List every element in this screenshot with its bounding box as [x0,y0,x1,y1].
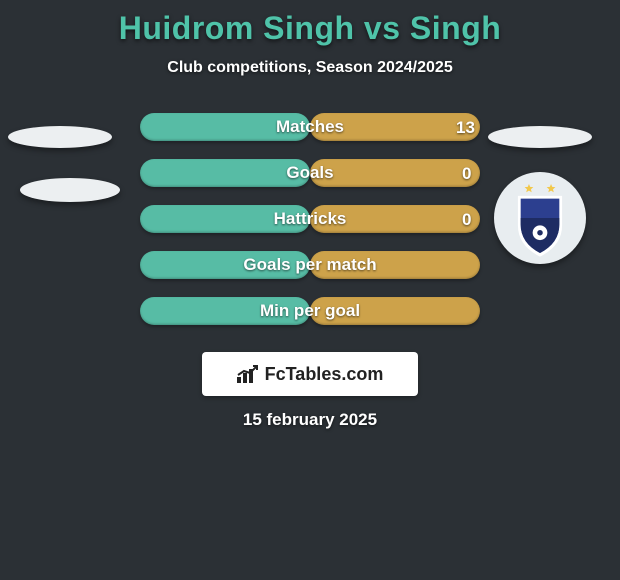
page-title: Huidrom Singh vs Singh [0,0,620,47]
brand-label: FcTables.com [265,364,384,385]
stat-value-right: 13 [456,118,475,138]
brand-chart-icon [237,365,259,383]
stat-row: Min per goal [0,297,620,325]
stat-value-right: 0 [462,210,471,230]
stat-value-right: 0 [462,164,471,184]
stat-row: Goals per match [0,251,620,279]
stat-label: Hattricks [274,209,347,229]
brand-box: FcTables.com [202,352,418,396]
stat-label: Goals per match [243,255,376,275]
stat-label: Min per goal [260,301,360,321]
stat-row: Hattricks 0 [0,205,620,233]
stat-bar-left [140,159,310,187]
stat-bar-right [310,159,480,187]
subtitle: Club competitions, Season 2024/2025 [0,59,620,77]
stats-area: Matches 13 Goals 0 Hattricks 0 Goals per match… [0,113,620,325]
stat-label: Goals [286,163,333,183]
stat-row: Goals 0 [0,159,620,187]
stat-label: Matches [276,117,344,137]
date-line: 15 february 2025 [0,410,620,430]
stat-row: Matches 13 [0,113,620,141]
